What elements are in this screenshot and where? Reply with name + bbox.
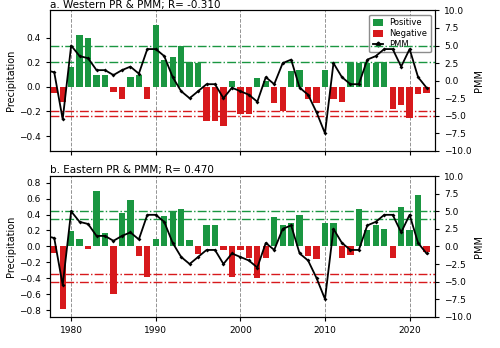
Bar — [364, 230, 370, 246]
Bar — [262, 246, 269, 259]
Bar — [136, 74, 142, 87]
Bar — [424, 87, 430, 93]
Bar — [415, 87, 421, 94]
Bar — [170, 211, 176, 246]
Bar — [347, 63, 354, 87]
Bar — [161, 216, 168, 246]
Bar — [186, 62, 193, 87]
Bar — [212, 225, 218, 246]
Bar — [356, 63, 362, 87]
Bar — [178, 46, 184, 87]
Bar — [237, 246, 244, 251]
Bar — [119, 87, 125, 99]
Bar — [127, 77, 134, 87]
Bar — [152, 25, 159, 87]
Bar — [296, 70, 303, 87]
Bar — [339, 87, 345, 102]
Bar — [288, 223, 294, 246]
Bar — [94, 74, 100, 87]
Bar — [51, 87, 58, 93]
Text: a. Western PR & PMM; R= -0.310: a. Western PR & PMM; R= -0.310 — [50, 0, 220, 10]
Text: b. Eastern PR & PMM; R= 0.470: b. Eastern PR & PMM; R= 0.470 — [50, 165, 214, 175]
Bar — [170, 57, 176, 87]
Bar — [364, 63, 370, 87]
Bar — [330, 87, 336, 99]
Bar — [406, 87, 413, 118]
Bar — [381, 229, 388, 246]
Bar — [229, 246, 235, 277]
Bar — [85, 246, 91, 249]
Bar — [136, 246, 142, 256]
Bar — [254, 246, 260, 278]
Bar — [178, 209, 184, 246]
Bar — [280, 225, 286, 246]
Bar — [390, 246, 396, 258]
Bar — [314, 246, 320, 259]
Bar — [229, 81, 235, 87]
Bar — [144, 246, 150, 277]
Bar — [415, 195, 421, 246]
Bar — [51, 246, 58, 253]
Bar — [398, 207, 404, 246]
Bar — [314, 87, 320, 103]
Bar — [68, 231, 74, 246]
Bar — [195, 63, 201, 87]
Bar — [237, 87, 244, 114]
Y-axis label: Precipitation: Precipitation — [6, 216, 16, 277]
Bar — [204, 87, 210, 121]
Bar — [406, 230, 413, 246]
Bar — [68, 67, 74, 87]
Bar — [102, 233, 108, 246]
Bar — [288, 71, 294, 87]
Bar — [161, 60, 168, 87]
Bar — [76, 239, 83, 246]
Bar — [110, 87, 116, 92]
Bar — [322, 223, 328, 246]
Bar — [339, 246, 345, 258]
Bar — [204, 225, 210, 246]
Bar — [381, 62, 388, 87]
Bar — [212, 87, 218, 121]
Bar — [305, 87, 311, 99]
Bar — [152, 239, 159, 246]
Bar — [271, 87, 278, 103]
Bar — [110, 246, 116, 294]
Bar — [372, 63, 379, 87]
Bar — [220, 246, 226, 251]
Bar — [296, 215, 303, 246]
Y-axis label: PMM: PMM — [474, 69, 484, 92]
Bar — [42, 81, 49, 87]
Bar — [356, 209, 362, 246]
Bar — [42, 241, 49, 246]
Bar — [85, 38, 91, 87]
Bar — [119, 213, 125, 246]
Y-axis label: PMM: PMM — [474, 235, 484, 258]
Bar — [322, 70, 328, 87]
Bar — [262, 81, 269, 87]
Y-axis label: Precipitation: Precipitation — [6, 50, 16, 111]
Legend: Positive, Negative, PMM: Positive, Negative, PMM — [370, 15, 431, 53]
Bar — [195, 246, 201, 254]
Bar — [271, 217, 278, 246]
Bar — [94, 191, 100, 246]
Bar — [254, 78, 260, 87]
Bar — [60, 246, 66, 309]
Bar — [220, 87, 226, 126]
Bar — [144, 87, 150, 99]
Bar — [398, 87, 404, 105]
Bar — [330, 223, 336, 246]
Bar — [280, 87, 286, 111]
Bar — [372, 225, 379, 246]
Bar — [186, 240, 193, 246]
Bar — [305, 246, 311, 256]
Bar — [347, 246, 354, 255]
Bar — [102, 74, 108, 87]
Bar — [246, 246, 252, 258]
Bar — [60, 87, 66, 102]
Bar — [390, 87, 396, 109]
Bar — [127, 200, 134, 246]
Bar — [76, 35, 83, 87]
Bar — [246, 87, 252, 114]
Bar — [424, 246, 430, 252]
